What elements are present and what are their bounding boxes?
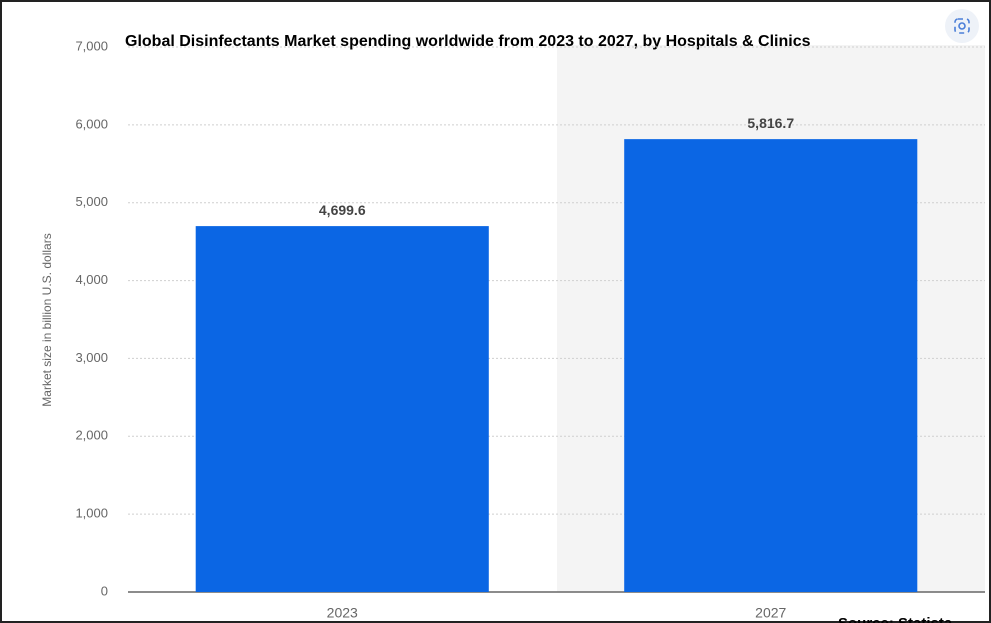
chart-title: Global Disinfectants Market spending wor… xyxy=(125,33,811,50)
x-tick-label: 2023 xyxy=(327,605,358,621)
y-tick-label: 2,000 xyxy=(75,428,108,443)
y-tick-label: 6,000 xyxy=(75,116,108,131)
y-tick-label: 5,000 xyxy=(75,194,108,209)
y-axis-label: Market size in billion U.S. dollars xyxy=(40,233,54,406)
source: Source: Statista xyxy=(838,615,953,623)
y-tick-label: 4,000 xyxy=(75,272,108,287)
button-icon-dot[interactable] xyxy=(958,22,966,30)
y-tick-label: 3,000 xyxy=(75,350,108,365)
screenshot-button[interactable] xyxy=(945,9,979,43)
y-tick-label: 0 xyxy=(101,583,108,598)
button-icon[interactable] xyxy=(954,18,970,34)
bar xyxy=(624,139,918,592)
bar xyxy=(195,226,489,592)
y-tick-label: 1,000 xyxy=(75,506,108,521)
button-bg[interactable] xyxy=(945,9,979,43)
value-label: 4,699.6 xyxy=(319,202,366,218)
x-tick-label: 2027 xyxy=(755,605,786,621)
y-tick-label: 7,000 xyxy=(75,38,108,53)
value-label: 5,816.7 xyxy=(747,115,794,131)
